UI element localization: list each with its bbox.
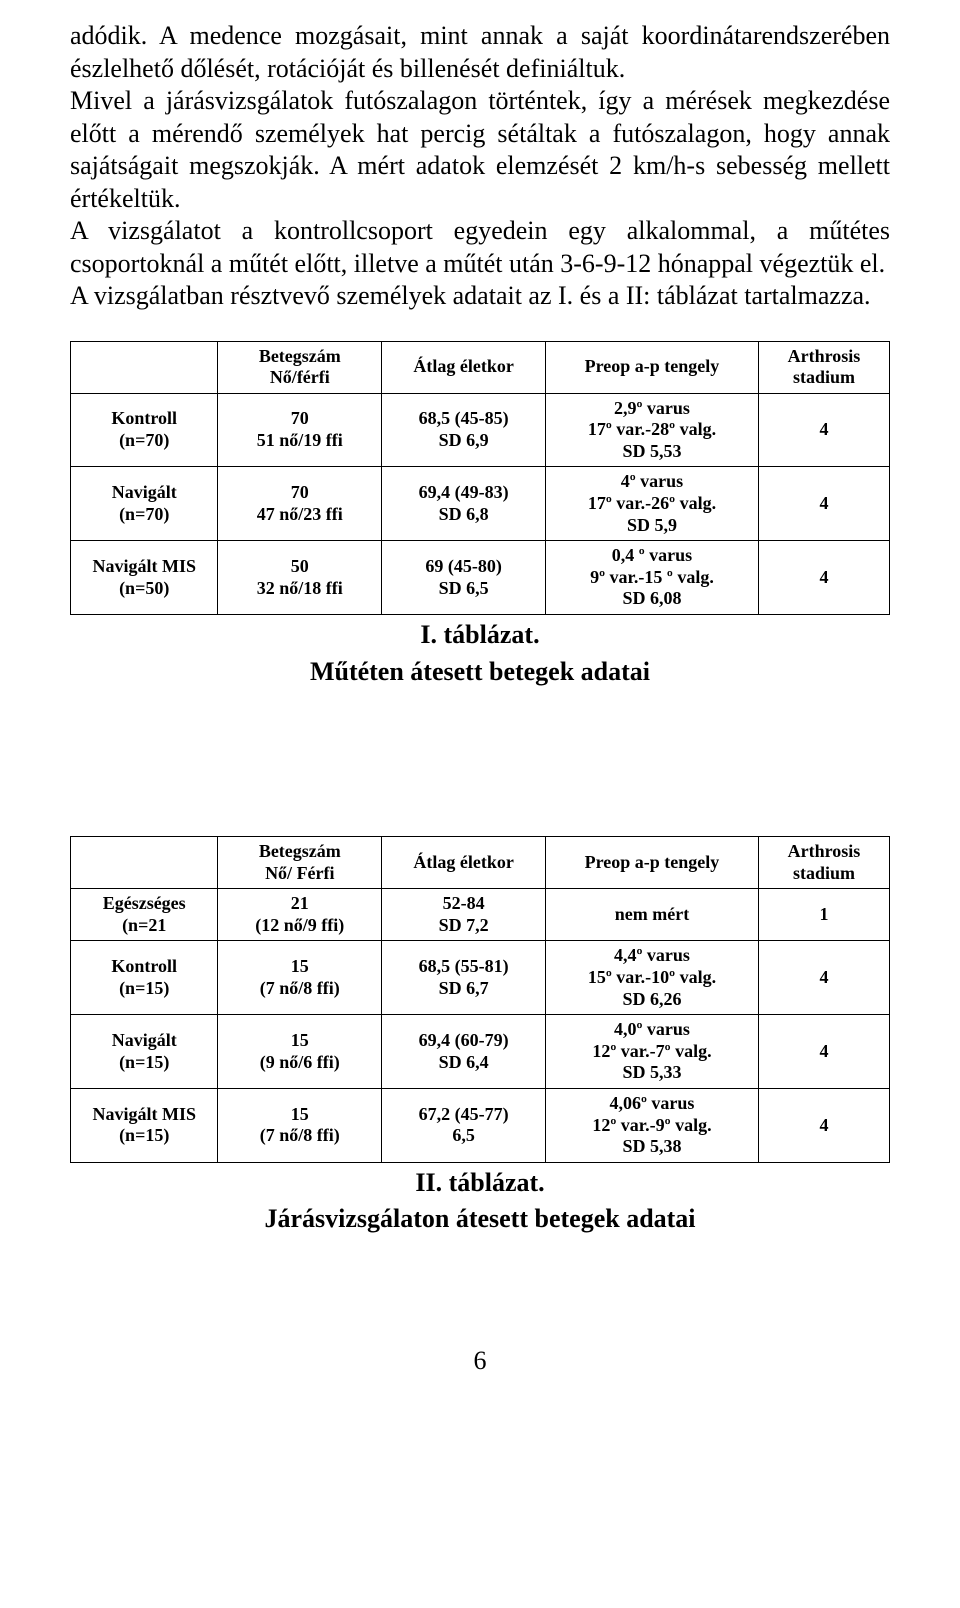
table-cell: 4 [758, 941, 889, 1015]
paragraph-1: adódik. A medence mozgásait, mint annak … [70, 20, 890, 85]
table-row: Egészséges(n=2121(12 nő/9 ffi)52-84SD 7,… [71, 889, 890, 941]
paragraph-3: A vizsgálatot a kontrollcsoport egyedein… [70, 215, 890, 280]
table-cell: 4,4º varus15º var.-10º valg.SD 6,26 [546, 941, 759, 1015]
table-cell: 15(7 nő/8 ffi) [218, 1088, 382, 1162]
page-number: 6 [70, 1346, 890, 1376]
table-header [71, 837, 218, 889]
table-cell: 7047 nő/23 ffi [218, 467, 382, 541]
table-cell: 2,9º varus17º var.-28º valg.SD 5,53 [546, 393, 759, 467]
table-2-caption-1: II. táblázat. [70, 1167, 890, 1200]
table-header: BetegszámNő/férfi [218, 341, 382, 393]
table-header: Arthrosisstadium [758, 341, 889, 393]
table-header: Preop a-p tengely [546, 837, 759, 889]
table-cell: 69 (45-80)SD 6,5 [382, 541, 546, 615]
table-cell: 4 [758, 1015, 889, 1089]
table-row: BetegszámNő/ Férfi Átlag életkor Preop a… [71, 837, 890, 889]
table-row: Kontroll(n=15)15(7 nő/8 ffi)68,5 (55-81)… [71, 941, 890, 1015]
table-row: Navigált(n=70)7047 nő/23 ffi69,4 (49-83)… [71, 467, 890, 541]
table-header: Átlag életkor [382, 341, 546, 393]
table-cell: Navigált MIS(n=15) [71, 1088, 218, 1162]
table-cell: 5032 nő/18 ffi [218, 541, 382, 615]
table-cell: 68,5 (55-81)SD 6,7 [382, 941, 546, 1015]
table-header: Arthrosisstadium [758, 837, 889, 889]
table-cell: 21(12 nő/9 ffi) [218, 889, 382, 941]
table-cell: 4º varus17º var.-26º valg.SD 5,9 [546, 467, 759, 541]
table-cell: 7051 nő/19 ffi [218, 393, 382, 467]
table-cell: Navigált(n=70) [71, 467, 218, 541]
table-cell: 67,2 (45-77)6,5 [382, 1088, 546, 1162]
table-body: Egészséges(n=2121(12 nő/9 ffi)52-84SD 7,… [71, 889, 890, 1163]
table-1: BetegszámNő/férfi Átlag életkor Preop a-… [70, 341, 890, 616]
table-row: Navigált MIS(n=15)15(7 nő/8 ffi)67,2 (45… [71, 1088, 890, 1162]
table-header [71, 341, 218, 393]
table-cell: 69,4 (60-79)SD 6,4 [382, 1015, 546, 1089]
paragraph-2: Mivel a járásvizsgálatok futószalagon tö… [70, 85, 890, 215]
table-header: Preop a-p tengely [546, 341, 759, 393]
table-row: BetegszámNő/férfi Átlag életkor Preop a-… [71, 341, 890, 393]
table-row: Kontroll(n=70)7051 nő/19 ffi68,5 (45-85)… [71, 393, 890, 467]
table-cell: 0,4 º varus9º var.-15 º valg.SD 6,08 [546, 541, 759, 615]
spacer [70, 688, 890, 808]
table-cell: 15(7 nő/8 ffi) [218, 941, 382, 1015]
table-cell: Kontroll(n=70) [71, 393, 218, 467]
table-cell: 4 [758, 393, 889, 467]
table-cell: Kontroll(n=15) [71, 941, 218, 1015]
table-cell: 52-84SD 7,2 [382, 889, 546, 941]
table-cell: 4,0º varus12º var.-7º valg.SD 5,33 [546, 1015, 759, 1089]
table-cell: nem mért [546, 889, 759, 941]
table-cell: Navigált(n=15) [71, 1015, 218, 1089]
table-cell: 4 [758, 1088, 889, 1162]
paragraph-4: A vizsgálatban résztvevő személyek adata… [70, 280, 890, 313]
table-cell: 69,4 (49-83)SD 6,8 [382, 467, 546, 541]
table-row: Navigált(n=15)15(9 nő/6 ffi)69,4 (60-79)… [71, 1015, 890, 1089]
table-cell: 68,5 (45-85)SD 6,9 [382, 393, 546, 467]
table-header: BetegszámNő/ Férfi [218, 837, 382, 889]
table-cell: Navigált MIS(n=50) [71, 541, 218, 615]
table-cell: Egészséges(n=21 [71, 889, 218, 941]
table-cell: 4,06º varus12º var.-9º valg.SD 5,38 [546, 1088, 759, 1162]
table-1-caption-1: I. táblázat. [70, 619, 890, 652]
table-2-caption-2: Járásvizsgálaton átesett betegek adatai [70, 1203, 890, 1236]
body-text: adódik. A medence mozgásait, mint annak … [70, 20, 890, 313]
table-cell: 4 [758, 541, 889, 615]
table-cell: 1 [758, 889, 889, 941]
table-row: Navigált MIS(n=50)5032 nő/18 ffi69 (45-8… [71, 541, 890, 615]
table-header: Átlag életkor [382, 837, 546, 889]
table-1-caption-2: Műtéten átesett betegek adatai [70, 656, 890, 689]
table-body: Kontroll(n=70)7051 nő/19 ffi68,5 (45-85)… [71, 393, 890, 614]
table-cell: 15(9 nő/6 ffi) [218, 1015, 382, 1089]
table-2: BetegszámNő/ Férfi Átlag életkor Preop a… [70, 836, 890, 1163]
table-cell: 4 [758, 467, 889, 541]
